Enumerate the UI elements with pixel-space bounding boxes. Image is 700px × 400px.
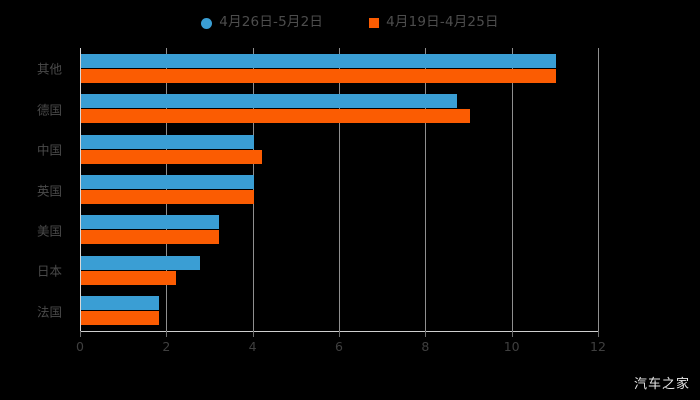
x-tick-label: 12 <box>590 339 606 354</box>
y-axis-label: 法国 <box>36 304 62 320</box>
gridline-x <box>425 48 427 331</box>
x-tick-mark <box>339 331 340 337</box>
bar-series-b[interactable] <box>81 190 254 204</box>
gridline-x <box>166 48 168 331</box>
gridline-x <box>511 48 513 331</box>
y-axis-label: 美国 <box>36 223 62 239</box>
chart-legend: 4月26日-5月2日 4月19日-4月25日 <box>0 10 700 36</box>
bar-series-a[interactable] <box>81 296 159 311</box>
legend-circle-marker-icon <box>201 17 213 29</box>
x-tick-mark <box>166 331 168 337</box>
bar-series-a[interactable] <box>81 175 254 189</box>
x-tick-label: 0 <box>76 339 84 354</box>
bar-series-a[interactable] <box>81 215 220 230</box>
bar-series-a[interactable] <box>81 53 556 68</box>
legend-label-series-b: 4月19日-4月25日 <box>386 14 499 31</box>
y-axis-labels: 其他德国中国英国美国日本法国 <box>0 48 72 331</box>
y-axis-label: 其他 <box>36 61 62 77</box>
x-tick-label: 2 <box>162 339 171 354</box>
bar-series-b[interactable] <box>81 311 159 326</box>
bar-series-b[interactable] <box>81 270 176 285</box>
bar-series-a[interactable] <box>81 134 254 149</box>
y-axis-label: 日本 <box>36 263 62 279</box>
bar-series-b[interactable] <box>81 68 556 83</box>
x-tick-mark <box>80 331 81 337</box>
y-axis-label: 德国 <box>36 102 62 118</box>
x-tick-mark <box>598 331 599 337</box>
x-tick-mark <box>252 331 254 337</box>
x-tick-mark <box>511 331 513 337</box>
y-axis-label: 英国 <box>36 183 62 198</box>
y-axis-label: 中国 <box>36 142 62 158</box>
x-tick-label: 8 <box>421 339 430 354</box>
x-tick-label: 6 <box>335 339 343 354</box>
x-tick-mark <box>425 331 427 337</box>
y-axis-line <box>80 48 81 331</box>
x-tick-label: 4 <box>248 339 257 354</box>
legend-square-marker-icon <box>369 18 380 28</box>
gridline-x <box>339 48 340 331</box>
bar-series-b[interactable] <box>81 109 470 124</box>
bar-series-b[interactable] <box>81 149 263 164</box>
legend-item-series-a[interactable]: 4月26日-5月2日 <box>201 16 323 30</box>
x-tick-label: 10 <box>503 339 520 354</box>
plot-area: 0 2 4 6 8 10 12 <box>76 48 606 354</box>
bar-series-a[interactable] <box>81 255 200 270</box>
gridline-x <box>252 48 254 331</box>
bar-series-b[interactable] <box>81 230 220 245</box>
watermark: 汽车之家 <box>633 377 690 392</box>
bar-series-a[interactable] <box>81 94 457 109</box>
legend-label-series-a: 4月26日-5月2日 <box>219 14 324 31</box>
gridline-x <box>598 48 599 331</box>
legend-item-series-b[interactable]: 4月19日-4月25日 <box>369 16 499 30</box>
